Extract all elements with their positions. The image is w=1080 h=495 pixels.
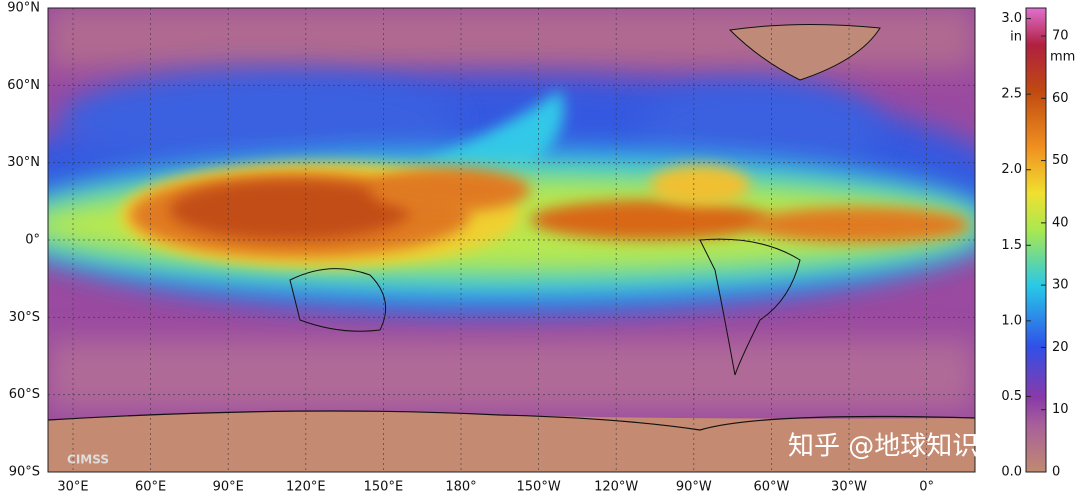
colorbar-right-tick: 60 [1052, 91, 1069, 106]
lat-label: 30°N [7, 155, 40, 170]
colorbar-left-tick: 1.5 [1001, 238, 1022, 253]
lon-label: 30°W [831, 480, 867, 495]
lat-label: 30°S [9, 310, 40, 325]
colorbar-right-tick: 70 [1052, 29, 1069, 44]
colorbar-left-tick: 2.5 [1001, 87, 1022, 102]
lat-label: 90°N [7, 1, 40, 16]
lon-label: 120°E [286, 480, 326, 495]
lon-label: 150°W [517, 480, 561, 495]
lat-label: 0° [25, 233, 40, 248]
lon-label: 60°E [135, 480, 166, 495]
lon-label: 30°E [57, 480, 88, 495]
colorbar-right-tick: 50 [1052, 153, 1069, 168]
lon-label: 180° [445, 480, 476, 495]
lon-label: 150°E [364, 480, 404, 495]
lat-label: 60°N [7, 78, 40, 93]
logo: CIMSS [67, 453, 109, 467]
watermark: 知乎 @地球知识局 [788, 432, 1004, 462]
colorbar-left-tick: 0.5 [1001, 389, 1022, 404]
lon-label: 90°E [213, 480, 244, 495]
lon-label: 120°W [594, 480, 638, 495]
colorbar-right-tick: 20 [1052, 340, 1069, 355]
lon-label: 60°W [753, 480, 789, 495]
lat-label: 90°S [9, 465, 40, 480]
colorbar-right-tick: 10 [1052, 402, 1069, 417]
colorbar-left-tick: 2.0 [1001, 162, 1022, 177]
colorbar-left-tick: 0.0 [1001, 465, 1022, 480]
grid [48, 8, 975, 472]
water-vapor-field [48, 8, 975, 472]
colorbar-left-tick: 3.0 [1001, 11, 1022, 26]
colorbar-right-unit: mm [1050, 50, 1075, 65]
colorbar-left-unit: in [1010, 30, 1022, 45]
colorbar-right-tick: 30 [1052, 278, 1069, 293]
colorbar-right-tick: 0 [1052, 465, 1060, 480]
lon-label: 90°W [676, 480, 712, 495]
lon-label: 0° [919, 480, 934, 495]
colorbar-right-tick: 40 [1052, 215, 1069, 230]
lat-label: 60°S [9, 387, 40, 402]
colorbar-left-tick: 1.0 [1001, 313, 1022, 328]
map-frame [47, 7, 976, 473]
colorbar [1025, 7, 1047, 473]
